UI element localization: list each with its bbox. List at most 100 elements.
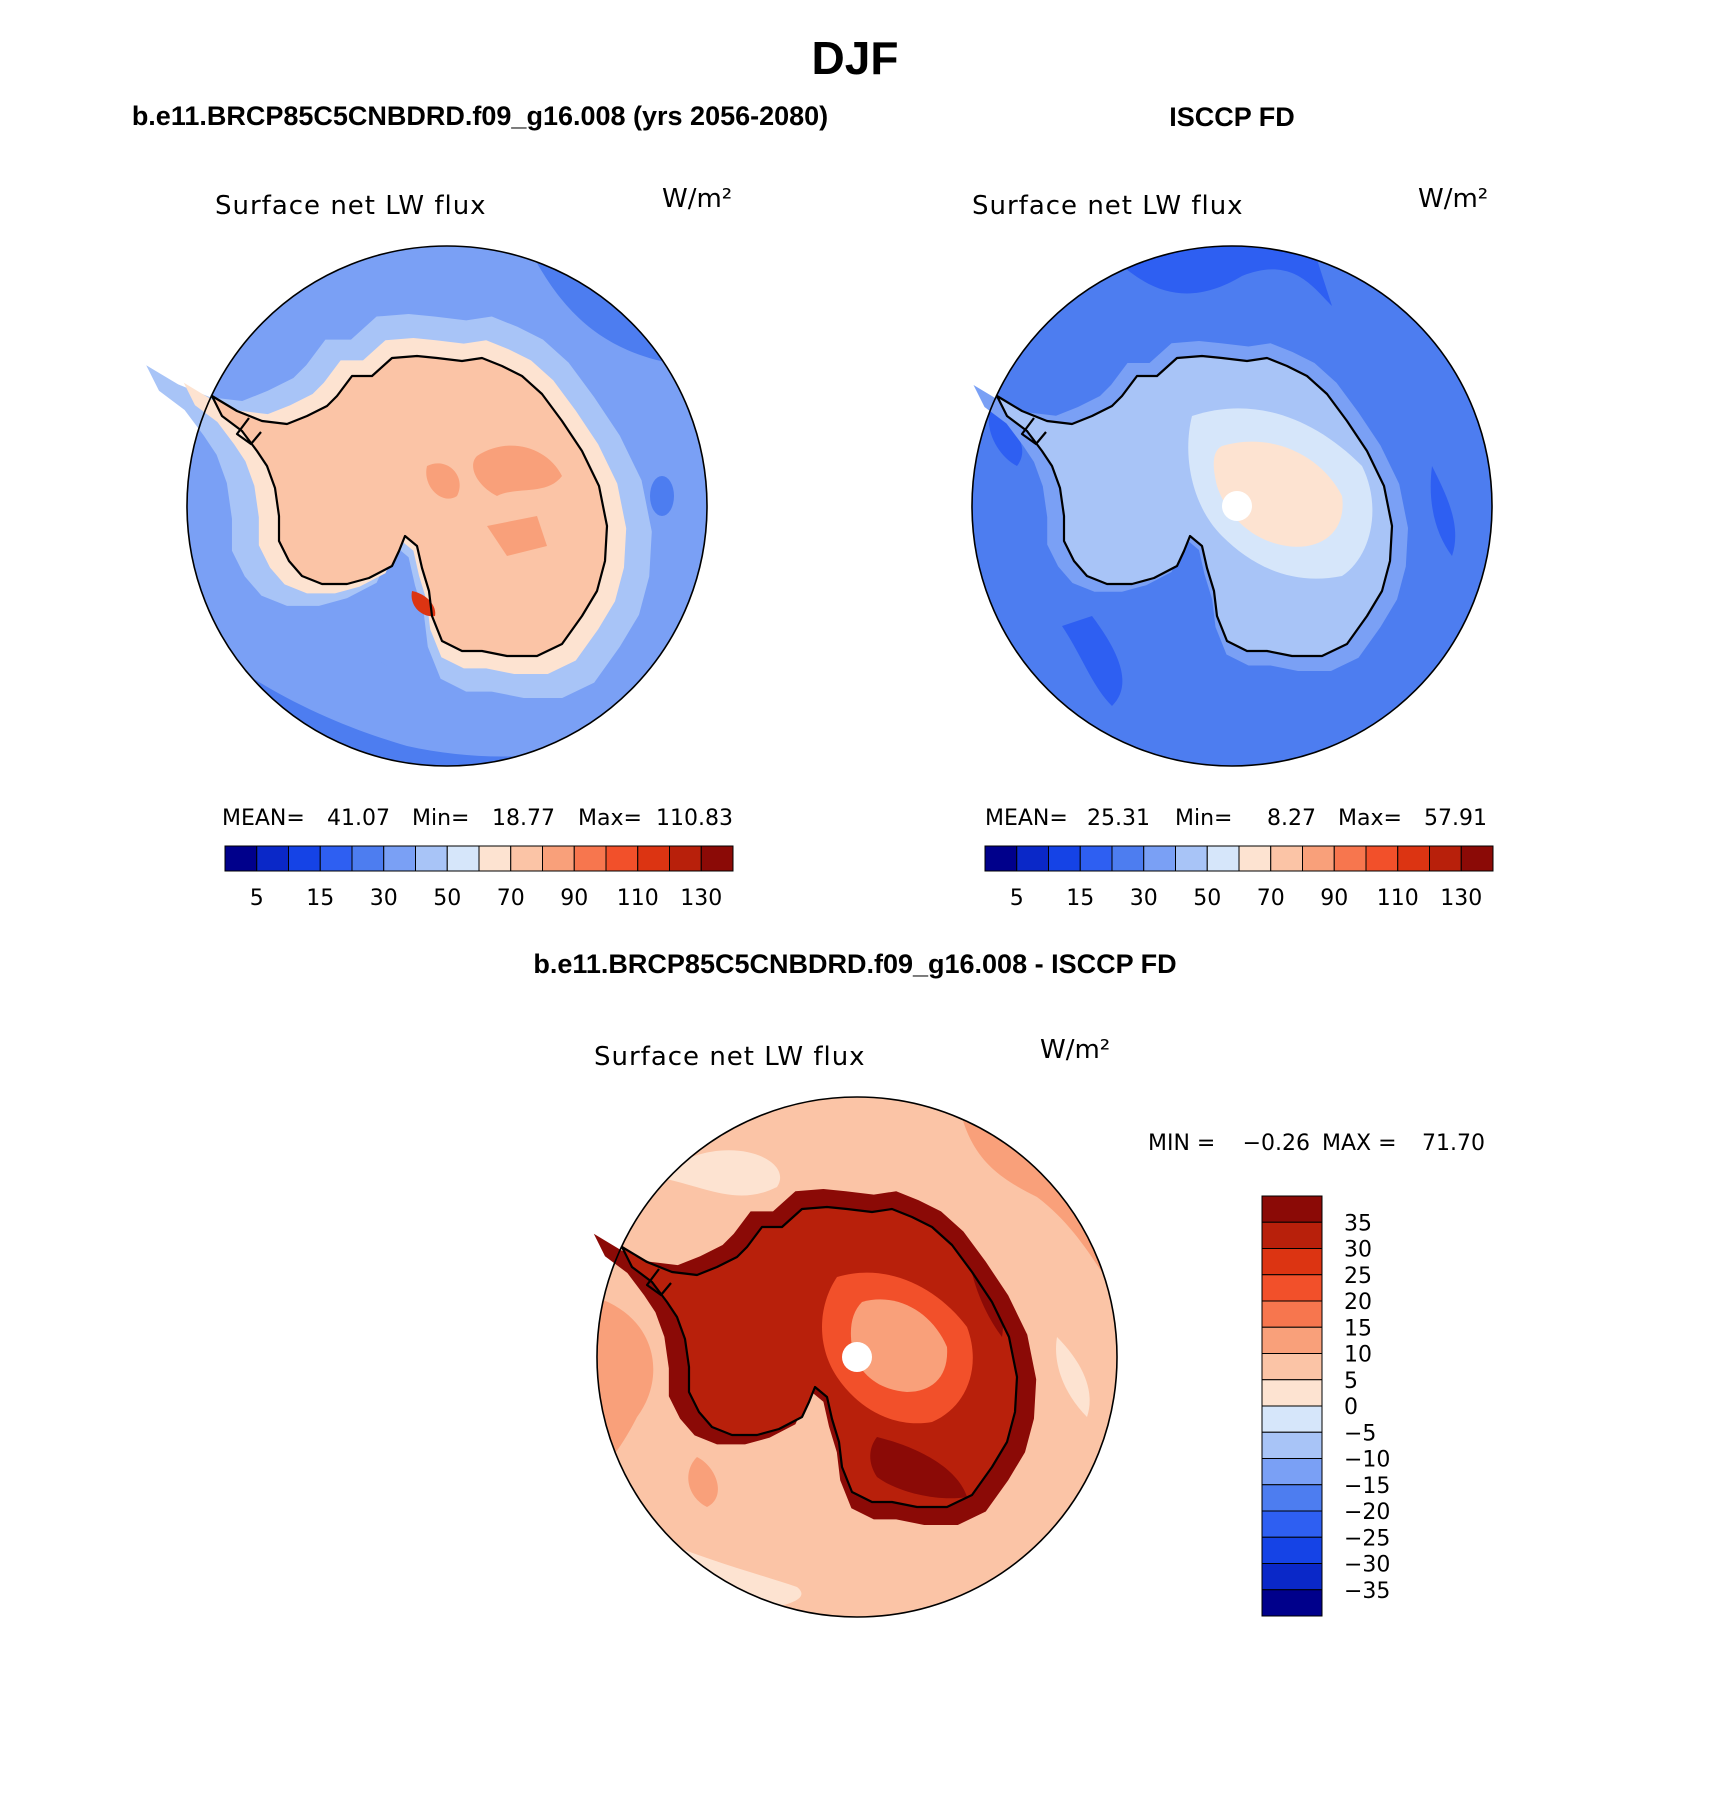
- figure-title: DJF: [812, 32, 899, 84]
- colorbar-tick-label: −30: [1344, 1553, 1390, 1578]
- colorbar-swatch: [256, 845, 289, 872]
- colorbar-tick-label: 15: [1344, 1316, 1372, 1341]
- colorbar-model: 5 15 30 50 70 90 110 130: [224, 845, 734, 911]
- colorbar-tick-label: 15: [306, 886, 334, 911]
- pole-hole: [842, 1342, 872, 1372]
- colorbar-swatch: [1460, 845, 1494, 872]
- units-label: W/m²: [1418, 184, 1488, 214]
- colorbar-tick-label: 50: [1193, 886, 1221, 911]
- ocean-field: [1430, 466, 1456, 556]
- colorbar-swatch: [1365, 845, 1399, 872]
- colorbar-swatch: [637, 845, 670, 872]
- colorbar-swatch: [1175, 845, 1208, 872]
- ocean-field: [1092, 246, 1332, 306]
- colorbar-swatch: [1261, 1536, 1323, 1564]
- colorbar-tick-label: −5: [1344, 1421, 1376, 1446]
- colorbar-swatch: [1333, 845, 1367, 872]
- colorbar-tick-label: 130: [1440, 886, 1482, 911]
- min-label: Min=: [1175, 806, 1232, 831]
- colorbar-tick-label: 5: [1010, 886, 1024, 911]
- min-value: 18.77: [492, 806, 555, 831]
- panel-heading-difference: b.e11.BRCP85C5CNBDRD.f09_g16.008 - ISCCP…: [533, 949, 1176, 979]
- colorbar-swatch: [319, 845, 353, 872]
- colorbar-tick-label: 50: [433, 886, 461, 911]
- max-value: 71.70: [1422, 1131, 1485, 1156]
- mean-label: MEAN=: [985, 806, 1068, 831]
- polar-map-observations: [971, 245, 1493, 767]
- colorbar-tick-label: 30: [1130, 886, 1158, 911]
- colorbar-swatch: [446, 845, 480, 872]
- colorbar-swatch: [984, 845, 1018, 872]
- panel-model: Surface net LW flux W/m² MEAN=: [146, 184, 734, 911]
- colorbar-swatch: [478, 845, 512, 872]
- colorbar-tick-label: 90: [1320, 886, 1348, 911]
- colorbar-swatch: [1261, 1405, 1323, 1433]
- colorbar-swatch: [1261, 1431, 1323, 1459]
- colorbar-tick-label: 10: [1344, 1343, 1372, 1368]
- panel-observations: Surface net LW flux W/m² MEAN= 25.31 Min…: [971, 184, 1494, 911]
- units-label: W/m²: [662, 184, 732, 214]
- colorbar-swatch: [415, 845, 448, 872]
- coastline: [210, 354, 609, 658]
- colorbar-tick-label: 0: [1344, 1395, 1358, 1420]
- colorbar-swatch: [1261, 1353, 1323, 1381]
- pole-hole: [1222, 491, 1252, 521]
- colorbar-swatch: [1270, 845, 1303, 872]
- colorbar-swatch: [1261, 1248, 1323, 1276]
- variable-label: Surface net LW flux: [594, 1042, 866, 1072]
- min-label: Min=: [412, 806, 469, 831]
- continent-patch: [473, 445, 562, 496]
- colorbar-swatch: [1261, 1221, 1323, 1249]
- max-value: 110.83: [656, 806, 733, 831]
- colorbar-swatch: [1206, 845, 1240, 872]
- coastline: [995, 354, 1394, 658]
- min-value: −0.26: [1243, 1131, 1310, 1156]
- colorbar-swatch: [510, 845, 543, 872]
- ocean-field: [597, 1297, 654, 1477]
- colorbar-tick-label: 70: [1257, 886, 1285, 911]
- polar-map-difference: [593, 1096, 1118, 1618]
- colorbar-tick-label: −35: [1344, 1579, 1390, 1604]
- plateau-field: [850, 1299, 948, 1392]
- ocean-field: [688, 1457, 718, 1507]
- panel-heading-observations: ISCCP FD: [1169, 102, 1295, 132]
- max-value: 57.91: [1424, 806, 1487, 831]
- colorbar-tick-label: 20: [1344, 1290, 1372, 1315]
- colorbar-tick-label: −25: [1344, 1526, 1390, 1551]
- variable-label: Surface net LW flux: [972, 191, 1244, 221]
- colorbar-observations: 5 15 30 50 70 90 110 130: [984, 845, 1494, 911]
- max-label: Max=: [578, 806, 642, 831]
- continent-patch: [426, 463, 460, 499]
- ross-sea-hotspot: [411, 591, 436, 617]
- colorbar-swatch: [1261, 1589, 1323, 1617]
- colorbar-swatch: [224, 845, 258, 872]
- colorbar-tick-label: 110: [617, 886, 659, 911]
- panel-heading-model: b.e11.BRCP85C5CNBDRD.f09_g16.008 (yrs 20…: [132, 101, 828, 131]
- ocean-field: [988, 406, 1023, 466]
- colorbar-swatch: [1261, 1326, 1323, 1354]
- map-boundary: [971, 245, 1493, 767]
- map-boundary: [186, 245, 708, 767]
- colorbar-swatch: [1429, 845, 1462, 872]
- min-label: MIN =: [1148, 1131, 1215, 1156]
- colorbar-swatch: [1261, 1563, 1323, 1591]
- colorbar-swatch: [383, 845, 416, 872]
- units-label: W/m²: [1040, 1035, 1110, 1065]
- mean-label: MEAN=: [222, 806, 305, 831]
- colorbar-tick-label: 35: [1344, 1211, 1372, 1236]
- colorbar-tick-label: −10: [1344, 1448, 1390, 1473]
- colorbar-tick-label: 5: [1344, 1369, 1358, 1394]
- colorbar-swatch: [1261, 1379, 1323, 1407]
- plateau-field: [1213, 441, 1343, 547]
- colorbar-swatch: [1111, 845, 1145, 872]
- colorbar-swatch: [605, 845, 639, 872]
- min-value: 8.27: [1267, 806, 1316, 831]
- min-max-line: MIN = −0.26 MAX = 71.70: [1148, 1131, 1485, 1156]
- colorbar-tick-label: 130: [680, 886, 722, 911]
- ocean-field: [1062, 616, 1123, 706]
- ocean-field: [657, 1150, 781, 1196]
- ocean-field: [1056, 1337, 1090, 1417]
